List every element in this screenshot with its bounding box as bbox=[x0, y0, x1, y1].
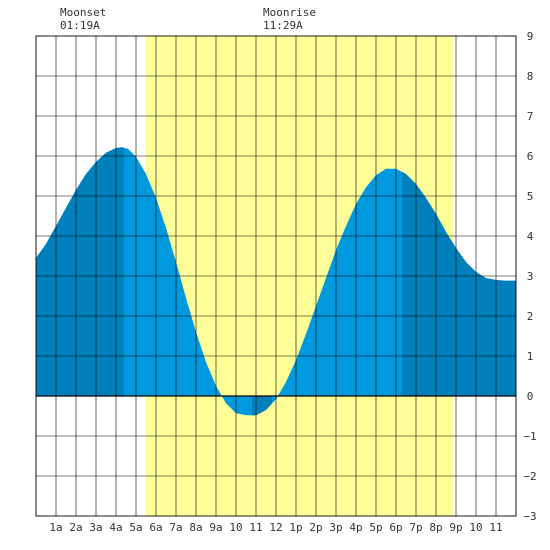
y-tick-label: 7 bbox=[527, 110, 534, 123]
y-tick-label: −3 bbox=[523, 510, 536, 523]
plot-border bbox=[35, 35, 517, 517]
x-tick-label: 7p bbox=[409, 521, 422, 534]
x-tick-label: 2p bbox=[309, 521, 322, 534]
x-tick-label: 7a bbox=[169, 521, 182, 534]
y-tick-label: −1 bbox=[523, 430, 536, 443]
x-tick-label: 11 bbox=[249, 521, 262, 534]
x-tick-label: 6a bbox=[149, 521, 162, 534]
x-tick-label: 9p bbox=[449, 521, 462, 534]
y-tick-label: 5 bbox=[527, 190, 534, 203]
x-tick-label: 11 bbox=[489, 521, 502, 534]
y-tick-label: 3 bbox=[527, 270, 534, 283]
y-tick-label: 9 bbox=[527, 30, 534, 43]
x-tick-label: 3a bbox=[89, 521, 102, 534]
x-tick-label: 9a bbox=[209, 521, 222, 534]
y-tick-label: 1 bbox=[527, 350, 534, 363]
y-axis: 9 8 7 6 5 4 3 2 1 0 −1 −2 −3 bbox=[523, 30, 536, 523]
moonrise-label: Moonrise bbox=[263, 6, 316, 19]
moonset-time: 01:19A bbox=[60, 19, 100, 32]
x-tick-label: 8p bbox=[429, 521, 442, 534]
x-tick-label: 3p bbox=[329, 521, 342, 534]
moonset-label: Moonset bbox=[60, 6, 106, 19]
x-tick-label: 5a bbox=[129, 521, 142, 534]
y-tick-label: −2 bbox=[523, 470, 536, 483]
x-tick-label: 10 bbox=[469, 521, 482, 534]
moon-events: Moonset 01:19A Moonrise 11:29A bbox=[60, 6, 316, 32]
x-tick-label: 1p bbox=[289, 521, 302, 534]
x-tick-label: 6p bbox=[389, 521, 402, 534]
y-tick-label: 6 bbox=[527, 150, 534, 163]
y-tick-label: 2 bbox=[527, 310, 534, 323]
y-tick-label: 4 bbox=[527, 230, 534, 243]
x-tick-label: 1a bbox=[49, 521, 62, 534]
x-tick-label: 2a bbox=[69, 521, 82, 534]
x-tick-label: 5p bbox=[369, 521, 382, 534]
moonrise-time: 11:29A bbox=[263, 19, 303, 32]
x-tick-label: 12 bbox=[269, 521, 282, 534]
x-tick-label: 4a bbox=[109, 521, 122, 534]
x-tick-label: 10 bbox=[229, 521, 242, 534]
x-tick-label: 8a bbox=[189, 521, 202, 534]
x-tick-label: 4p bbox=[349, 521, 362, 534]
x-axis: 1a 2a 3a 4a 5a 6a 7a 8a 9a 10 11 12 1p 2p 3p 4p 5p 6p 7p 8p… bbox=[49, 521, 502, 534]
y-tick-label: 0 bbox=[527, 390, 534, 403]
chart-grid bbox=[35, 35, 517, 517]
y-tick-label: 8 bbox=[527, 70, 534, 83]
